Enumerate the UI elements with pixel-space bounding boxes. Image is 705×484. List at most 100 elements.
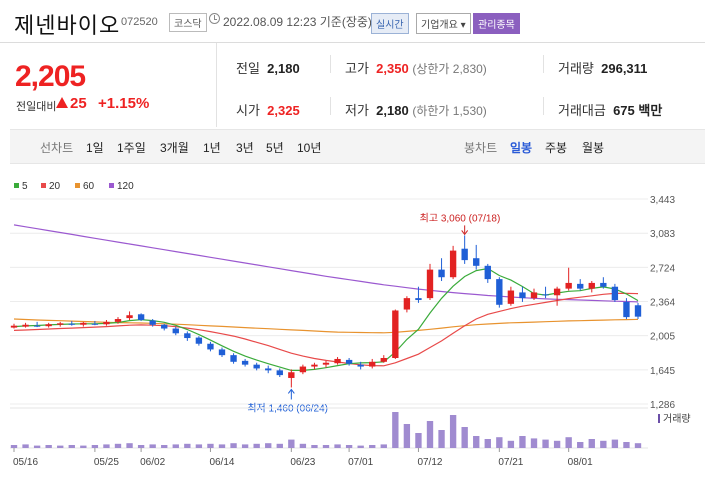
stat-value: 2,325 xyxy=(267,103,300,118)
stat-separator xyxy=(543,55,544,73)
stat-separator xyxy=(543,97,544,115)
candle-body xyxy=(33,325,41,327)
candle-body xyxy=(80,322,87,325)
candle-body xyxy=(276,370,283,376)
legend-swatch-120 xyxy=(109,183,114,188)
moving-average-ma5 xyxy=(13,267,639,371)
candle-body xyxy=(588,282,595,289)
candle-body xyxy=(184,333,191,339)
change-percent: +1.15% xyxy=(98,95,150,112)
candle-body xyxy=(10,325,18,328)
candle-body xyxy=(311,364,318,367)
candle-body xyxy=(207,343,214,350)
stock-code: 072520 xyxy=(121,16,158,28)
moving-average-ma20 xyxy=(13,292,639,367)
volume-bar xyxy=(161,445,168,448)
y-tick-label: 3,443 xyxy=(650,195,675,206)
stat-value: 2,180 xyxy=(267,61,300,76)
stock-chart[interactable]: 5 20 60 120 1,286 1,645 2,005 2,364 2,724 3,083 3,… xyxy=(0,175,705,479)
candle-body xyxy=(473,258,480,266)
volume-bar xyxy=(218,444,226,448)
stat-separator xyxy=(330,97,331,115)
volume-legend-marker xyxy=(658,414,660,423)
current-price: 2,205 xyxy=(15,60,86,93)
candle-body xyxy=(126,315,133,319)
managed-stock-badge[interactable]: 관리종목 xyxy=(473,13,520,34)
lower-limit: (하한가 1,530) xyxy=(412,104,487,118)
y-tick-label: 2,724 xyxy=(650,263,675,274)
candle-body xyxy=(415,298,422,301)
x-tick-label: 06/14 xyxy=(209,457,234,468)
volume-bar xyxy=(103,444,110,448)
candle-chart-label[interactable]: 봉차트 xyxy=(464,141,498,155)
volume-bar xyxy=(392,412,399,448)
volume-bar xyxy=(230,443,237,448)
tab-period-1y[interactable]: 1년 xyxy=(203,141,221,155)
volume-bar xyxy=(415,433,422,448)
chart-svg[interactable]: 5 20 60 120 1,286 1,645 2,005 2,364 2,724 3,083 3,… xyxy=(0,175,705,479)
volume-bar xyxy=(276,443,283,448)
volume-bar xyxy=(126,443,133,448)
change-value: 25 xyxy=(70,95,87,112)
x-tick-label: 05/25 xyxy=(94,457,119,468)
volume-bar xyxy=(634,443,642,448)
clock-icon xyxy=(209,13,220,24)
tab-monthly-candle[interactable]: 월봉 xyxy=(582,141,605,155)
candle-body xyxy=(519,292,526,299)
stock-header: 제넨바이오 072520 코스닥 2022.08.09 12:23 기준(장중)… xyxy=(0,0,705,42)
volume-bar xyxy=(438,430,445,448)
realtime-button[interactable]: 실시간 xyxy=(371,13,409,34)
tab-period-5y[interactable]: 5년 xyxy=(266,141,284,155)
tab-weekly-candle[interactable]: 주봉 xyxy=(545,141,568,155)
volume-bar xyxy=(195,444,203,448)
candle-body xyxy=(496,279,503,305)
company-overview-dropdown[interactable]: 기업개요 ▾ xyxy=(416,13,471,34)
volume-bar xyxy=(345,445,353,448)
header-divider xyxy=(0,42,705,43)
volume-bar xyxy=(461,427,468,448)
y-tick-label: 1,645 xyxy=(650,366,675,377)
candle-body xyxy=(484,265,491,280)
candle-body xyxy=(322,362,330,365)
tab-period-3m[interactable]: 3개월 xyxy=(160,141,189,155)
legend-swatch-60 xyxy=(75,183,80,188)
candle-body xyxy=(68,323,75,325)
candle-body xyxy=(380,358,387,362)
stat-prev-close: 전일 2,180 xyxy=(236,58,300,77)
volume-bar xyxy=(91,445,99,448)
volume-bar xyxy=(507,440,515,448)
candle-body xyxy=(230,355,237,362)
volume-bar xyxy=(57,445,64,448)
tab-period-1d[interactable]: 1일 xyxy=(86,141,104,155)
volume-bar xyxy=(577,442,584,448)
volume-bar xyxy=(33,445,41,448)
candle-body xyxy=(137,314,145,320)
volume-bar xyxy=(519,436,526,448)
tab-period-10y[interactable]: 10년 xyxy=(297,141,322,155)
volume-bar xyxy=(288,439,295,448)
tab-period-3y[interactable]: 3년 xyxy=(236,141,254,155)
volume-bar xyxy=(311,445,318,448)
volume-bar xyxy=(484,439,491,448)
tab-period-1w[interactable]: 1주일 xyxy=(117,141,146,155)
volume-bar xyxy=(334,444,341,448)
volume-bar xyxy=(530,438,538,448)
volume-bar xyxy=(565,437,572,448)
candle-body xyxy=(22,324,29,327)
stat-amount: 거래대금 675 백만 xyxy=(558,100,662,119)
volume-bar xyxy=(207,443,214,448)
tab-daily-candle[interactable]: 일봉 xyxy=(510,141,533,155)
volume-bar xyxy=(369,445,376,448)
volume-bar xyxy=(241,444,249,448)
legend-label-60: 60 xyxy=(83,181,95,192)
legend-swatch-5 xyxy=(14,183,19,188)
candle-body xyxy=(507,290,515,304)
candle-body xyxy=(403,298,411,310)
candle-body xyxy=(565,282,572,289)
line-chart-label[interactable]: 선차트 xyxy=(40,141,74,155)
candle-body xyxy=(449,250,457,278)
legend-label-5: 5 xyxy=(22,181,28,192)
volume-bar xyxy=(403,424,411,448)
volume-bar xyxy=(357,445,364,448)
y-tick-label: 1,286 xyxy=(650,400,675,411)
